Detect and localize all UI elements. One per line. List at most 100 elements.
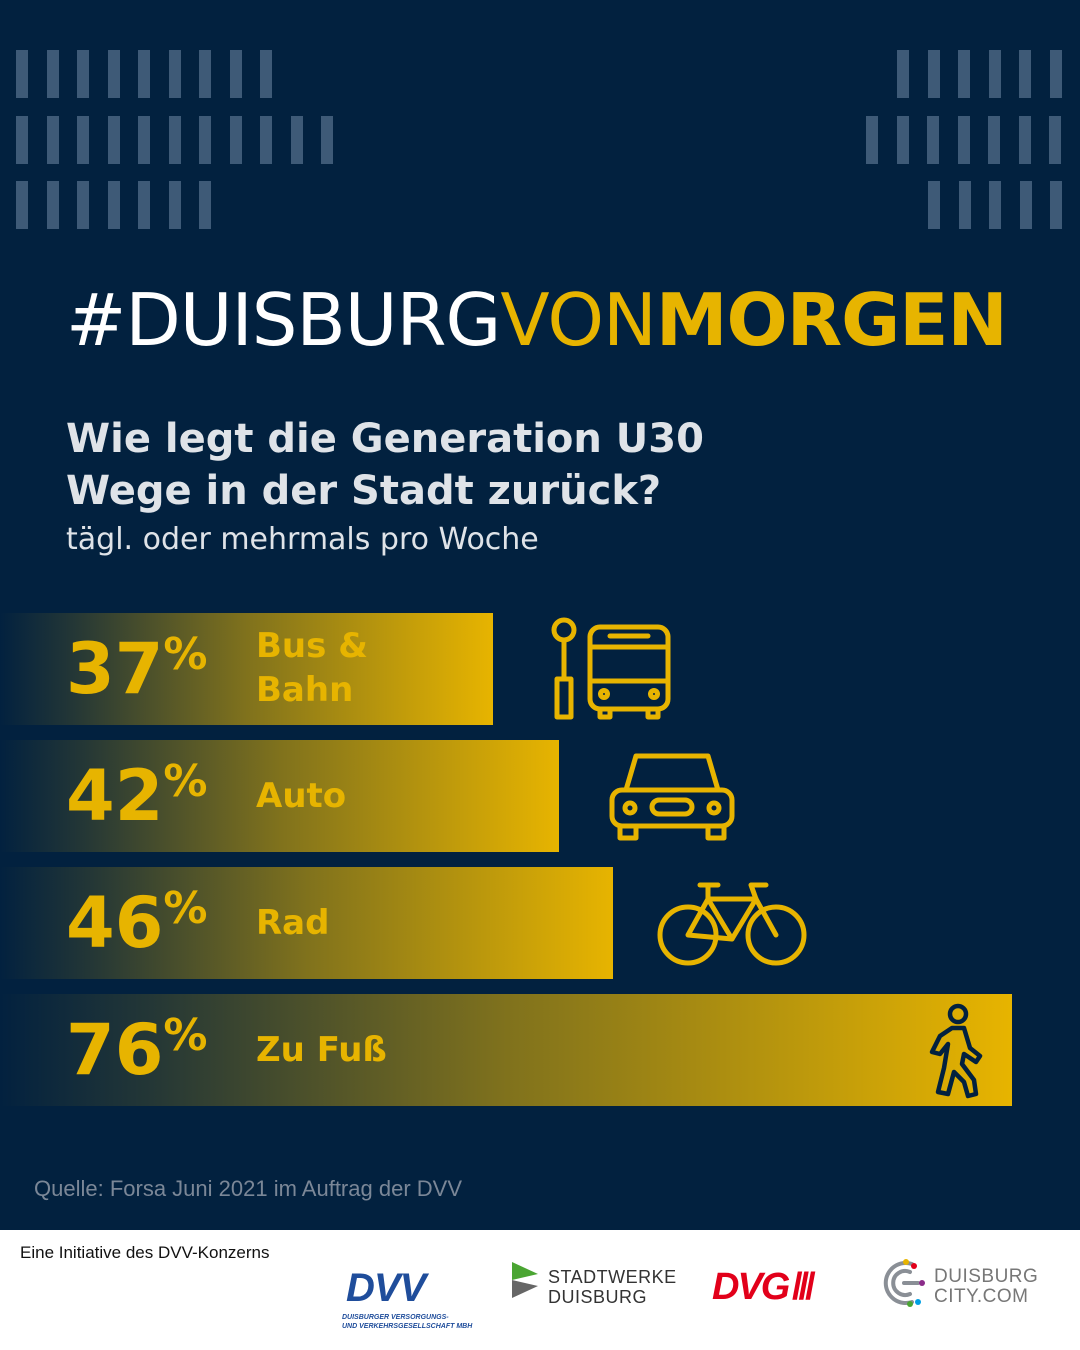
chart-heading: Wie legt die Generation U30 Wege in der … xyxy=(66,413,966,517)
hashtag-part-duisburg: #DUISBURG xyxy=(66,278,501,362)
heading-line-2: Wege in der Stadt zurück? xyxy=(66,468,662,514)
stripe xyxy=(897,50,909,98)
bar-row-auto: 42% Auto xyxy=(0,740,1080,852)
bar-value-number: 76 xyxy=(66,1009,164,1091)
stripe xyxy=(199,116,211,164)
bar-category-label: Zu Fuß xyxy=(256,1028,387,1072)
bar-auto xyxy=(0,740,559,852)
stripe xyxy=(1019,50,1031,98)
dvv-logo[interactable]: DVV DUISBURGER VERSORGUNGS- UND VERKEHRS… xyxy=(340,1266,473,1332)
percent-sign: % xyxy=(163,1010,208,1061)
decorative-stripes-right xyxy=(0,0,1080,240)
stripe xyxy=(1050,181,1062,229)
bar-value-label: 37% xyxy=(66,629,208,709)
dvg-logo[interactable]: DVG /// xyxy=(712,1266,842,1310)
dvv-logo-tagline-1: DUISBURGER VERSORGUNGS- xyxy=(342,1314,449,1321)
bar-row-zu-fuss: 76% Zu Fuß xyxy=(0,994,1080,1106)
stripe xyxy=(927,50,940,98)
stripe xyxy=(46,50,59,98)
stripe xyxy=(77,181,89,229)
stripe xyxy=(229,116,242,164)
stripe xyxy=(896,116,909,164)
bar-category-label-line-1: Rad xyxy=(256,903,330,943)
stripe xyxy=(927,116,939,164)
stripe xyxy=(1019,181,1032,229)
stadtwerke-mark-icon xyxy=(512,1262,538,1298)
bar-value-number: 37 xyxy=(66,628,164,710)
bar-category-label-line-1: Bus & xyxy=(256,626,368,666)
stripe xyxy=(199,50,211,98)
duisburg-city-logo-line-2: CITY.COM xyxy=(934,1286,1029,1307)
stripe xyxy=(958,50,970,98)
bar-category-label: Auto xyxy=(256,774,346,818)
stripe xyxy=(866,116,878,164)
stripe xyxy=(229,50,242,98)
footer-sponsors: Eine Initiative des DVV-Konzerns DVV DUI… xyxy=(0,1230,1080,1350)
stripe xyxy=(138,181,150,229)
stripe xyxy=(16,50,28,98)
stripe-row xyxy=(866,116,1076,164)
stripe xyxy=(77,116,89,164)
bar-category-label: Bus & Bahn xyxy=(256,624,368,712)
duisburg-city-logo[interactable]: DUISBURG CITY.COM xyxy=(882,1258,1052,1310)
stripe xyxy=(138,50,150,98)
campaign-hashtag: #DUISBURGVONMORGEN xyxy=(66,278,1008,362)
bar-row-rad: 46% Rad xyxy=(0,867,1080,979)
stripe xyxy=(107,50,120,98)
stripe xyxy=(107,181,120,229)
stripe xyxy=(16,181,28,229)
stripe xyxy=(1018,116,1031,164)
stripe xyxy=(260,116,272,164)
stadtwerke-duisburg-logo[interactable]: STADTWERKE DUISBURG xyxy=(512,1260,676,1310)
stripe xyxy=(16,116,28,164)
duisburg-city-mark-icon xyxy=(883,1259,925,1307)
stripe xyxy=(260,50,272,98)
dvg-logo-wordmark: DVG xyxy=(712,1266,790,1308)
hashtag-part-morgen: MORGEN xyxy=(655,278,1008,362)
infographic-poster: #DUISBURGVONMORGEN Wie legt die Generati… xyxy=(0,0,1080,1230)
stripe xyxy=(46,116,59,164)
dvg-logo-marks: /// xyxy=(792,1266,816,1308)
stripe xyxy=(321,116,333,164)
stripe-row xyxy=(928,181,1078,229)
stripe xyxy=(1049,50,1062,98)
initiative-text: Eine Initiative des DVV-Konzerns xyxy=(20,1243,270,1262)
stripe-row xyxy=(16,116,346,164)
bar-category-label-line-1: Zu Fuß xyxy=(256,1030,387,1070)
dvv-logo-wordmark: DVV xyxy=(346,1266,426,1310)
bicycle-icon xyxy=(657,882,807,966)
bar-value-label: 76% xyxy=(66,1010,208,1090)
decorative-stripes-left xyxy=(0,0,400,240)
bar-value-label: 42% xyxy=(66,756,208,836)
stripe xyxy=(77,50,89,98)
stripe xyxy=(168,181,181,229)
stripe-row xyxy=(16,50,286,98)
stripe xyxy=(199,181,211,229)
bar-zu-fuss xyxy=(0,994,1012,1106)
bar-chart: 37% Bus & Bahn xyxy=(0,613,1080,1106)
bar-value-number: 42 xyxy=(66,755,164,837)
percent-sign: % xyxy=(163,756,208,807)
dvv-logo-tagline-2: UND VERKEHRSGESELLSCHAFT MBH xyxy=(342,1323,473,1330)
chart-subtitle: tägl. oder mehrmals pro Woche xyxy=(66,522,539,557)
bar-category-label-line-1: Auto xyxy=(256,776,347,816)
percent-sign: % xyxy=(163,883,208,934)
stripe xyxy=(928,181,940,229)
bar-rad xyxy=(0,867,613,979)
stripe xyxy=(168,50,181,98)
bus-stop-icon xyxy=(551,617,671,720)
bar-bus-bahn xyxy=(0,613,493,725)
stadtwerke-logo-line-1: STADTWERKE xyxy=(548,1267,677,1287)
stripe xyxy=(107,116,120,164)
car-icon xyxy=(609,753,735,841)
duisburg-city-logo-line-1: DUISBURG xyxy=(934,1266,1039,1287)
hashtag-part-von: VON xyxy=(500,278,657,362)
stripe xyxy=(957,116,970,164)
stripe xyxy=(290,116,303,164)
stripe xyxy=(958,181,971,229)
stripe xyxy=(168,116,181,164)
stripe xyxy=(988,50,1001,98)
bar-category-label: Rad xyxy=(256,901,329,945)
pedestrian-icon xyxy=(929,1003,983,1099)
stripe xyxy=(46,181,59,229)
